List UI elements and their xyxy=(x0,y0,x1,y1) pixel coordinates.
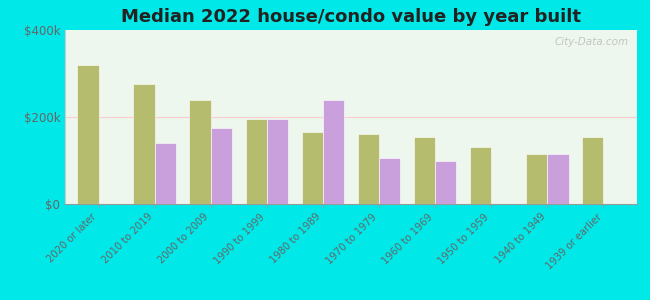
Bar xyxy=(302,132,323,204)
Bar xyxy=(435,160,456,204)
Bar xyxy=(246,119,267,204)
Bar xyxy=(358,134,379,204)
Bar xyxy=(379,158,400,204)
Bar xyxy=(547,154,569,204)
Bar xyxy=(190,100,211,204)
Text: City-Data.com: City-Data.com xyxy=(554,37,629,47)
Bar xyxy=(267,119,288,204)
Bar xyxy=(414,136,435,204)
Bar xyxy=(155,143,176,204)
Bar xyxy=(582,136,603,204)
Bar xyxy=(77,65,99,204)
Bar xyxy=(133,84,155,204)
Bar xyxy=(526,154,547,204)
Bar xyxy=(323,100,345,204)
Bar xyxy=(211,128,232,204)
Title: Median 2022 house/condo value by year built: Median 2022 house/condo value by year bu… xyxy=(121,8,581,26)
Bar xyxy=(470,147,491,204)
